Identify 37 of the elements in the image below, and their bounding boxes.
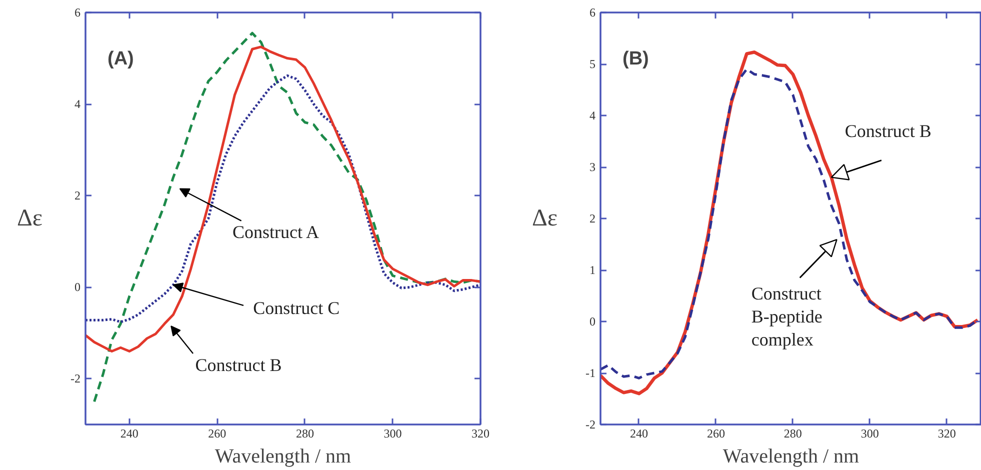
y-tick-label: -2 — [70, 372, 81, 386]
text: (B) — [622, 48, 649, 70]
x-tick-label: 300 — [860, 426, 879, 440]
line-series — [86, 74, 480, 324]
y-tick-label: 5 — [590, 57, 596, 71]
x-tick-label: 280 — [296, 426, 314, 440]
y-axis-title: Δε — [16, 206, 43, 232]
y-tick-label: 0 — [590, 314, 596, 328]
y-tick-label: 0 — [74, 280, 80, 294]
x-axis-title: Wavelength / nm — [722, 446, 860, 468]
y-tick-label: -2 — [586, 418, 596, 432]
line-series — [86, 46, 480, 353]
y-tick-label: 6 — [74, 6, 80, 20]
annotation: Construct B — [844, 120, 932, 141]
annotation: Construct C — [253, 298, 340, 318]
x-tick-label: 280 — [784, 426, 802, 440]
x-axis-title: Wavelength / nm — [214, 446, 352, 468]
annotation: Construct B — [195, 354, 282, 375]
annotation: Construct A — [232, 222, 320, 242]
x-tick-label: 240 — [120, 426, 138, 440]
y-tick-label: 2 — [590, 212, 596, 226]
y-tick-label: 2 — [74, 188, 80, 203]
x-tick-label: 260 — [208, 426, 226, 440]
y-tick-label: 4 — [74, 97, 80, 112]
y-tick-label: 1 — [590, 263, 596, 277]
x-tick-label: 240 — [630, 426, 648, 440]
y-tick-label: 3 — [590, 160, 596, 174]
x-tick-label: 300 — [384, 426, 402, 440]
text: (A) — [108, 48, 134, 70]
y-axis-title: Δε — [532, 206, 558, 232]
y-tick-label: -1 — [586, 366, 596, 380]
x-tick-label: 260 — [706, 426, 725, 440]
y-tick-label: 6 — [590, 6, 596, 20]
annotation: Construct B-peptide complex — [751, 283, 822, 350]
x-tick-label: 320 — [938, 426, 956, 440]
y-tick-label: 4 — [590, 108, 596, 122]
x-tick-label: 320 — [472, 426, 490, 440]
